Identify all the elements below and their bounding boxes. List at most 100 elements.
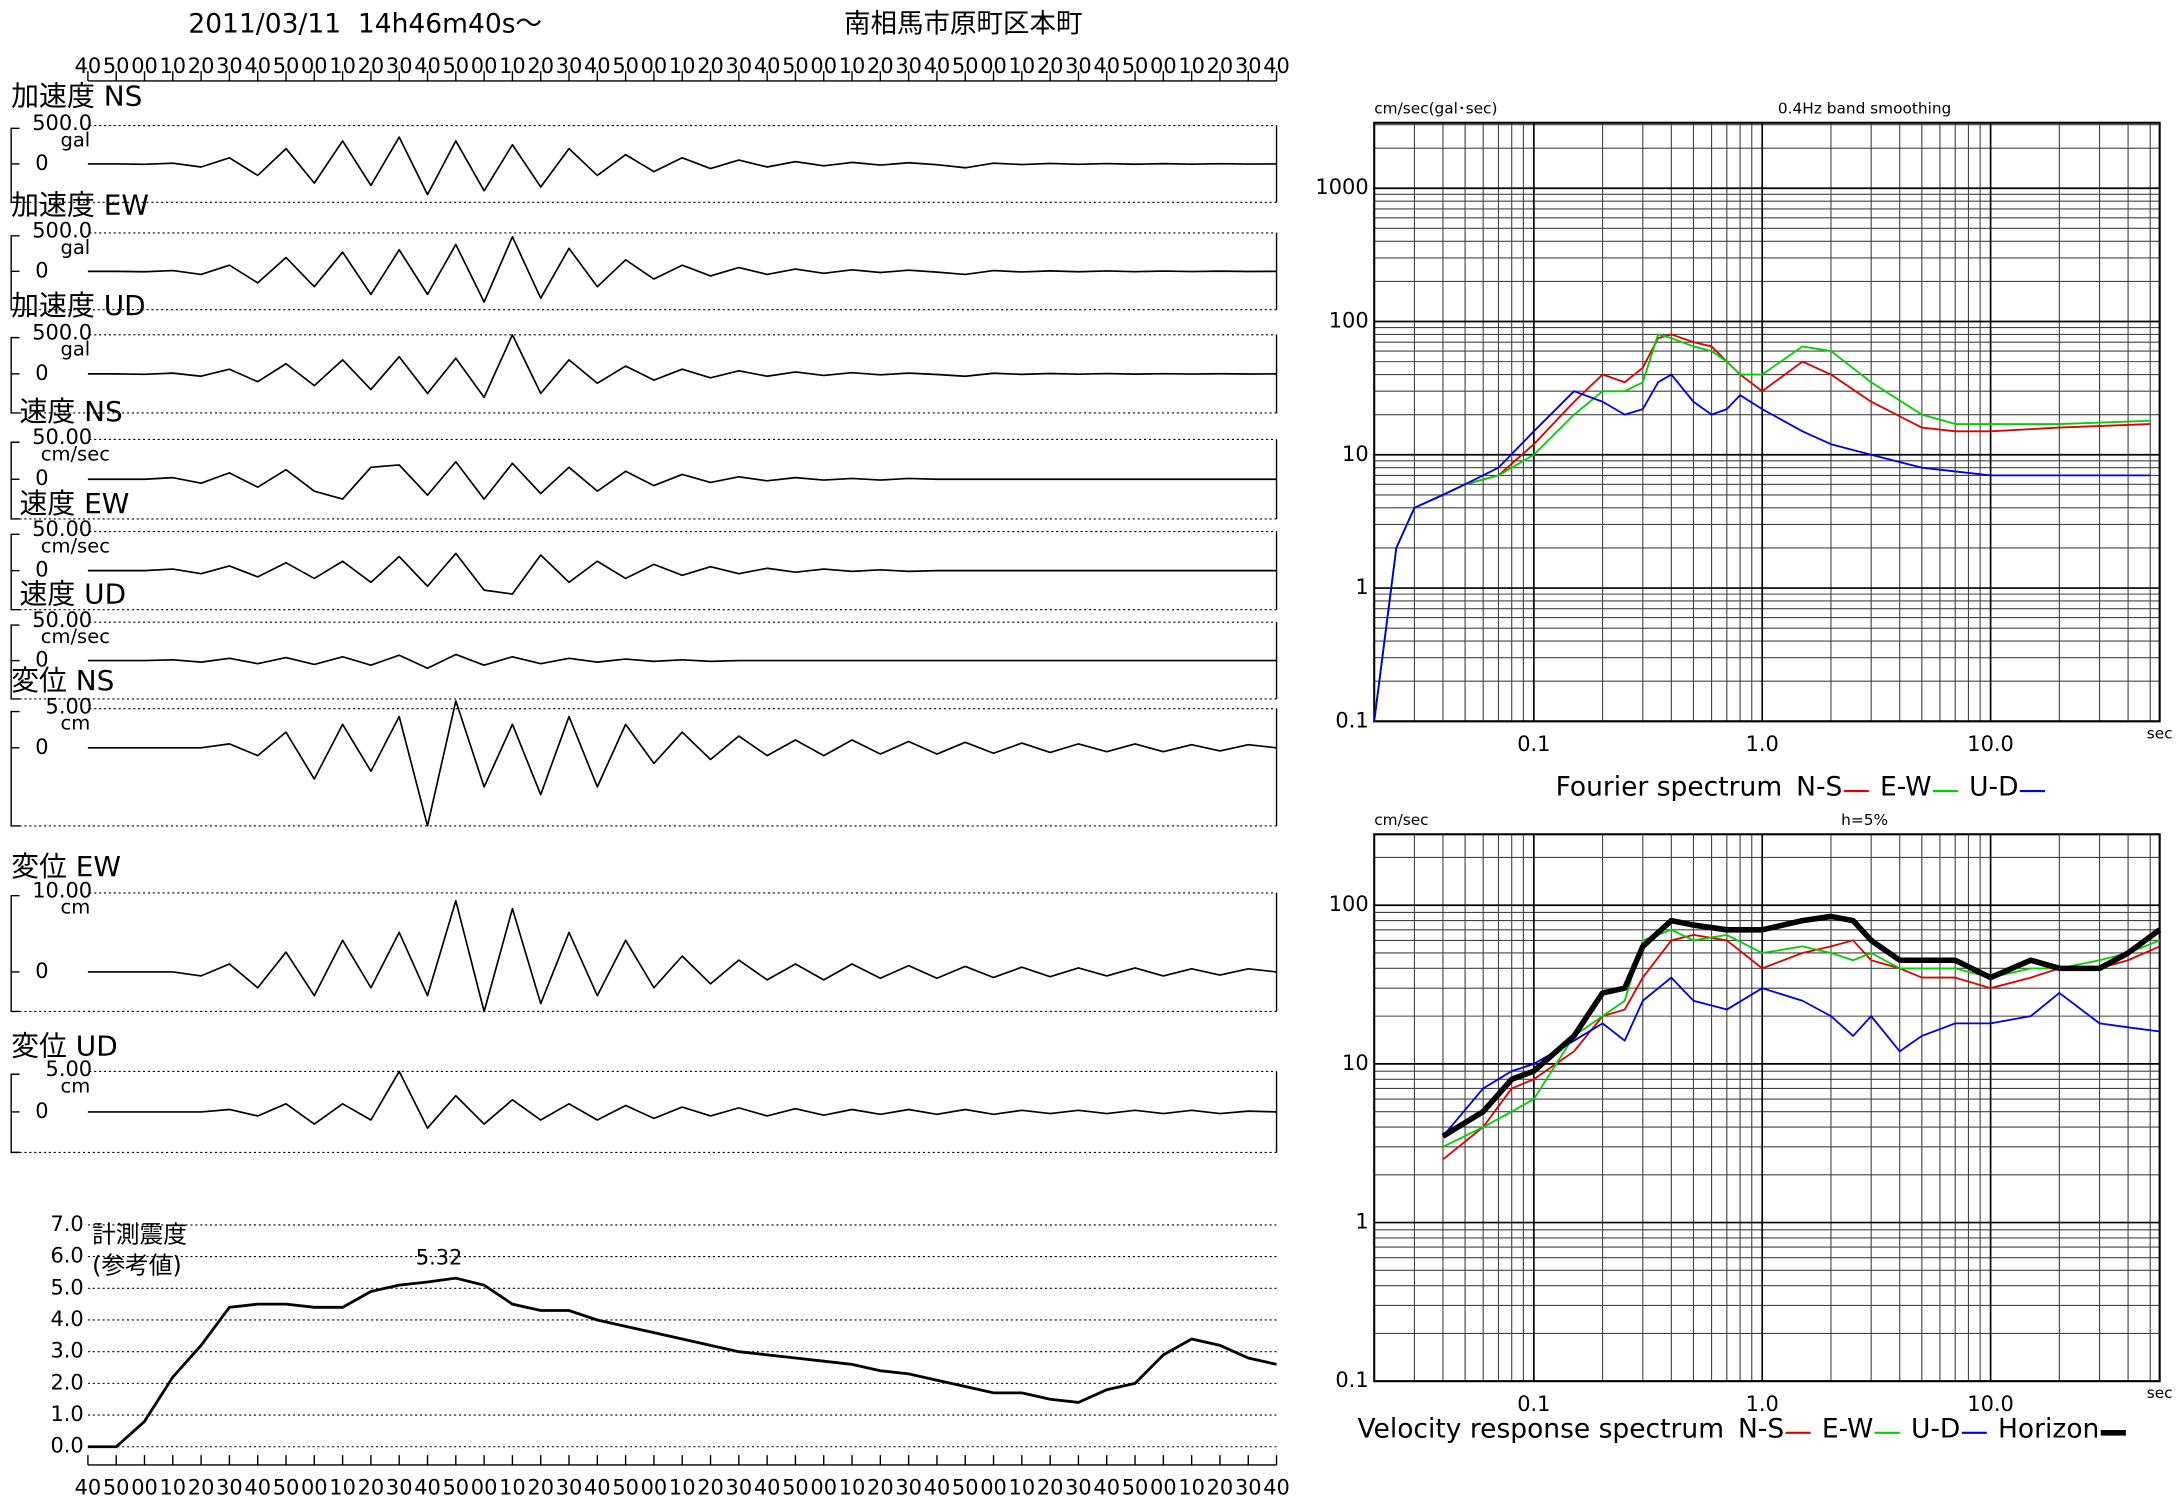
y-tick-label: 50.00 <box>32 425 92 449</box>
x-tick-label: 40 <box>754 54 781 78</box>
y-tick-label: 3.0 <box>50 1339 83 1363</box>
y-tick-label: 100 <box>1329 309 1369 333</box>
x-tick-label: 50 <box>443 54 470 78</box>
y-tick-label: 0 <box>35 151 48 175</box>
chart-title: 0.4Hz band smoothing <box>1778 99 1951 117</box>
x-tick-label: 0.1 <box>1517 732 1550 756</box>
x-tick-label: 1.0 <box>1746 732 1779 756</box>
unit-label: cm/sec <box>41 442 110 465</box>
x-tick-label: 50 <box>952 54 979 78</box>
y-tick-label: 1000 <box>1315 175 1368 199</box>
panel-title: 変位 UD <box>11 1030 118 1063</box>
x-tick-label: 40 <box>1093 1476 1120 1500</box>
series-line <box>1442 933 2161 1161</box>
series-line <box>1442 976 2160 1137</box>
x-tick-label: 00 <box>980 54 1007 78</box>
x-tick-label: 40 <box>244 54 271 78</box>
waveform <box>87 700 1277 827</box>
legend-label: N-S <box>1796 772 1842 803</box>
x-tick-label: 40 <box>1093 54 1120 78</box>
x-tick-label: 40 <box>1263 54 1290 78</box>
x-tick-label: 10.0 <box>1967 1392 2014 1416</box>
y-tick-label: 0 <box>35 959 48 983</box>
x-tick-label: 20 <box>867 1476 894 1500</box>
x-tick-label: 10 <box>329 1476 356 1500</box>
x-tick-label: 00 <box>301 1476 328 1500</box>
panel-bracket <box>10 441 20 520</box>
legend-label: U-D <box>1969 772 2018 803</box>
y-tick-label: 50.00 <box>32 517 92 541</box>
unit-label: cm <box>60 896 90 919</box>
x-tick-label: 30 <box>1065 1476 1092 1500</box>
unit-label: cm/sec <box>41 534 110 557</box>
x-tick-label: 40 <box>924 1476 951 1500</box>
x-tick-label: 30 <box>895 54 922 78</box>
x-tick-label: 40 <box>414 54 441 78</box>
x-tick-label: 40 <box>1263 1476 1290 1500</box>
panel-title: 変位 NS <box>11 664 114 697</box>
x-tick-label: 10 <box>669 1476 696 1500</box>
x-tick-label: 50 <box>443 1476 470 1500</box>
x-tick-label: 40 <box>924 54 951 78</box>
waveform <box>87 899 1277 1013</box>
panel-title: 速度 NS <box>20 395 123 428</box>
x-tick-label: 40 <box>584 1476 611 1500</box>
x-tick-label: 20 <box>527 54 554 78</box>
y-tick-label: 0.1 <box>1335 708 1368 732</box>
x-tick-label: 20 <box>697 54 724 78</box>
y-tick-label: 5.0 <box>50 1275 83 1299</box>
x-tick-label: 50 <box>1122 54 1149 78</box>
x-tick-label: 20 <box>697 1476 724 1500</box>
x-tick-label: 30 <box>726 1476 753 1500</box>
x-tick-label: 00 <box>641 54 668 78</box>
panel-bracket <box>10 624 20 700</box>
y-tick-label: 0.1 <box>1335 1368 1368 1392</box>
chart-title: h=5% <box>1841 811 1888 829</box>
x-tick-label: 30 <box>1065 54 1092 78</box>
x-tick-label: 10 <box>839 54 866 78</box>
x-axis-label: sec <box>2147 1384 2173 1402</box>
x-tick-label: 10 <box>329 54 356 78</box>
x-tick-label: 30 <box>386 54 413 78</box>
y-tick-label: 2.0 <box>50 1370 83 1394</box>
x-tick-label: 20 <box>1207 54 1234 78</box>
x-tick-label: 10 <box>499 54 526 78</box>
x-tick-label: 10 <box>669 54 696 78</box>
x-tick-label: 10 <box>1009 1476 1036 1500</box>
x-tick-label: 50 <box>782 1476 809 1500</box>
x-tick-label: 30 <box>216 54 243 78</box>
y-tick-label: 10.00 <box>32 878 92 902</box>
x-tick-label: 20 <box>1037 1476 1064 1500</box>
unit-label: gal <box>60 236 90 259</box>
x-tick-label: 10 <box>1009 54 1036 78</box>
waveform <box>87 136 1277 196</box>
y-axis-label: (参考値) <box>92 1251 182 1279</box>
legend-title: Fourier spectrum <box>1556 772 1783 803</box>
x-tick-label: 30 <box>216 1476 243 1500</box>
x-tick-label: 20 <box>358 54 385 78</box>
intensity-line <box>87 1276 1277 1449</box>
unit-label: gal <box>60 128 90 151</box>
waveform <box>87 653 1277 670</box>
legend-label: E-W <box>1880 772 1931 803</box>
y-tick-label: 0 <box>35 648 48 672</box>
x-tick-label: 50 <box>612 54 639 78</box>
y-tick-label: 1 <box>1355 575 1368 599</box>
y-axis-label: cm/sec(gal･sec) <box>1374 99 1497 117</box>
x-tick-label: 20 <box>358 1476 385 1500</box>
x-tick-label: 00 <box>1150 54 1177 78</box>
max-label: 5.32 <box>416 1246 463 1270</box>
waveform <box>87 552 1277 595</box>
x-tick-label: 10 <box>159 1476 186 1500</box>
y-tick-label: 100 <box>1329 892 1369 916</box>
station-name: 南相馬市原町区本町 <box>844 9 1082 40</box>
x-tick-label: 1.0 <box>1746 1392 1779 1416</box>
x-tick-label: 50 <box>103 1476 130 1500</box>
x-tick-label: 00 <box>1150 1476 1177 1500</box>
x-tick-label: 40 <box>244 1476 271 1500</box>
x-tick-label: 10.0 <box>1967 732 2014 756</box>
x-tick-label: 20 <box>527 1476 554 1500</box>
y-tick-label: 500.0 <box>32 320 92 344</box>
x-tick-label: 50 <box>273 1476 300 1500</box>
